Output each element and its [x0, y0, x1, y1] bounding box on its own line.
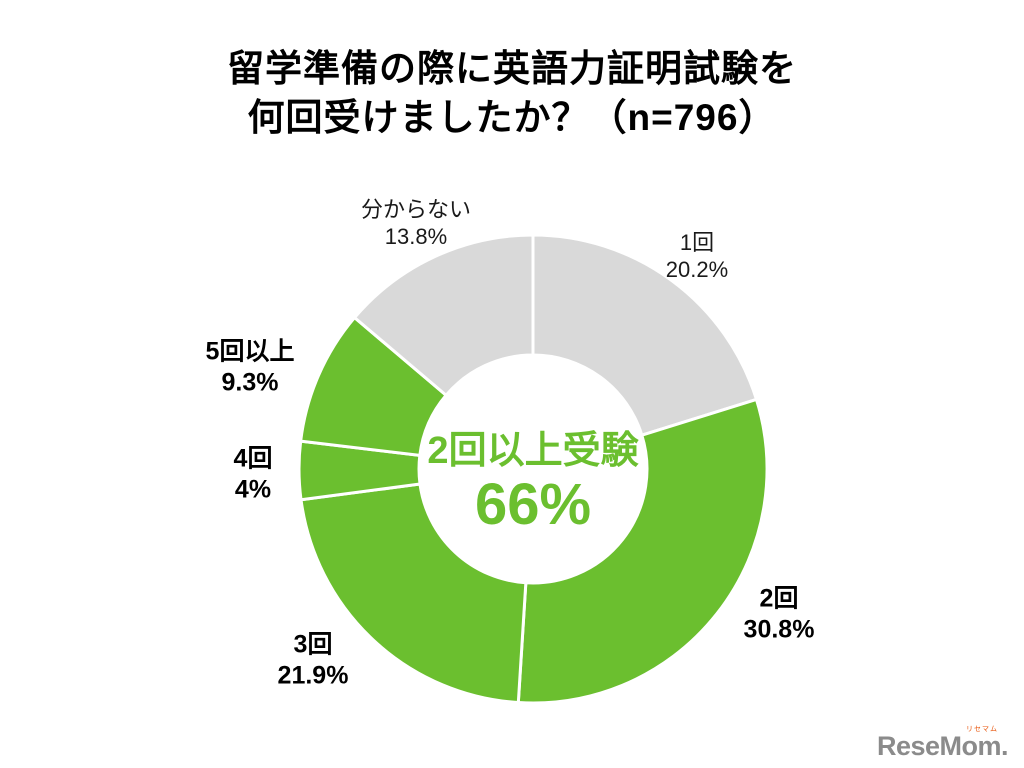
slice-name: 2回: [759, 584, 799, 613]
resemom-logo-ruby: リセマム: [966, 726, 998, 733]
donut-center-label: 2回以上受験 66%: [427, 428, 638, 536]
chart-title-line1: 留学準備の際に英語力証明試験を: [227, 48, 797, 89]
slice-label-dont-know: 分からない 13.8%: [361, 197, 471, 251]
slice-percent: 30.8%: [743, 615, 815, 643]
slice-label-2-times: 2回 30.8%: [744, 584, 815, 645]
donut-slice-3: [299, 482, 528, 705]
center-label-percent: 66%: [474, 472, 592, 537]
slice-label-4-times: 4回 4%: [234, 444, 273, 505]
slice-label-3-times: 3回 21.9%: [278, 630, 349, 691]
slice-percent: 21.9%: [277, 661, 349, 689]
slice-label-5-plus-times: 5回以上 9.3%: [206, 337, 295, 398]
slice-percent: 9.3%: [221, 368, 279, 396]
slice-name: 3回: [293, 630, 333, 659]
chart-title-line2: 何回受けましたか？（n=796）: [247, 97, 777, 139]
donut-slice-2: [516, 397, 769, 705]
center-label-text: 2回以上受験: [427, 430, 639, 472]
donut-slice-6: [353, 233, 535, 397]
slice-name: 1回: [679, 230, 715, 256]
slice-label-1-time: 1回 20.2%: [666, 230, 728, 284]
slice-name: 分からない: [360, 197, 472, 223]
chart-title: 留学準備の際に英語力証明試験を 何回受けましたか？（n=796）: [0, 44, 1024, 142]
slice-name: 4回: [233, 444, 273, 473]
resemom-logo: リセマム ReseMom.: [876, 726, 1009, 761]
slice-percent: 4%: [234, 475, 272, 503]
slice-name: 5回以上: [205, 337, 295, 366]
slice-percent: 13.8%: [384, 224, 448, 249]
slice-percent: 20.2%: [665, 257, 729, 282]
donut-slice-1: [531, 233, 758, 437]
resemom-logo-text: ReseMom.: [876, 731, 1009, 761]
